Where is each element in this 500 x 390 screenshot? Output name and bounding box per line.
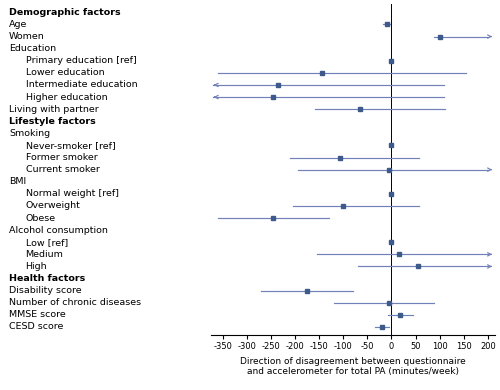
Text: Lower education: Lower education xyxy=(26,68,104,77)
Text: Alcohol consumption: Alcohol consumption xyxy=(9,226,108,235)
Text: Former smoker: Former smoker xyxy=(26,153,98,162)
Text: Normal weight [ref]: Normal weight [ref] xyxy=(26,190,118,199)
Text: Primary education [ref]: Primary education [ref] xyxy=(26,56,136,65)
Text: Disability score: Disability score xyxy=(9,286,82,295)
Text: Low [ref]: Low [ref] xyxy=(26,238,68,247)
Text: Obese: Obese xyxy=(26,214,56,223)
Text: Medium: Medium xyxy=(26,250,64,259)
Text: Living with partner: Living with partner xyxy=(9,105,99,113)
Text: Intermediate education: Intermediate education xyxy=(26,80,137,89)
Text: Age: Age xyxy=(9,20,28,29)
Text: High: High xyxy=(26,262,47,271)
X-axis label: Direction of disagreement between questionnaire
and accelerometer for total PA (: Direction of disagreement between questi… xyxy=(240,357,466,376)
Text: Health factors: Health factors xyxy=(9,274,86,283)
Text: Demographic factors: Demographic factors xyxy=(9,8,120,17)
Text: Overweight: Overweight xyxy=(26,202,80,211)
Text: Never-smoker [ref]: Never-smoker [ref] xyxy=(26,141,116,150)
Text: BMI: BMI xyxy=(9,177,26,186)
Text: Lifestyle factors: Lifestyle factors xyxy=(9,117,96,126)
Text: Number of chronic diseases: Number of chronic diseases xyxy=(9,298,141,307)
Text: Smoking: Smoking xyxy=(9,129,50,138)
Text: CESD score: CESD score xyxy=(9,323,64,332)
Text: MMSE score: MMSE score xyxy=(9,310,66,319)
Text: Current smoker: Current smoker xyxy=(26,165,100,174)
Text: Women: Women xyxy=(9,32,45,41)
Text: Education: Education xyxy=(9,44,56,53)
Text: Higher education: Higher education xyxy=(26,92,107,101)
